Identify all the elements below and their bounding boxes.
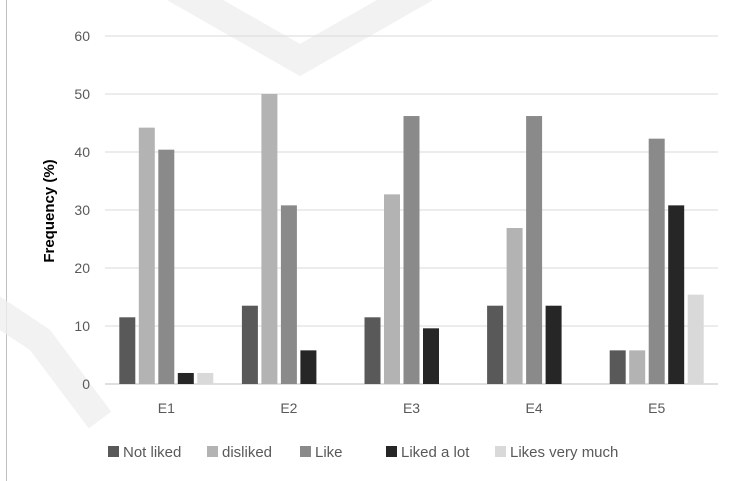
bar <box>403 116 420 384</box>
bar <box>384 194 400 384</box>
legend-label: Liked a lot <box>401 444 470 461</box>
y-tick-label: 10 <box>74 318 90 334</box>
bar <box>197 372 214 384</box>
y-tick-label: 60 <box>74 28 90 44</box>
y-tick-label: 40 <box>74 144 90 160</box>
y-tick-label: 30 <box>74 202 90 218</box>
y-tick-label: 50 <box>74 86 90 102</box>
bar <box>629 350 646 384</box>
bar <box>364 317 381 384</box>
bar <box>687 294 704 384</box>
x-tick-label: E2 <box>280 400 297 416</box>
legend-label: Like <box>315 444 343 461</box>
y-axis-ticks: 0 10 20 30 40 50 60 <box>74 28 90 392</box>
bars <box>119 94 704 384</box>
y-tick-label: 0 <box>82 376 90 392</box>
frame-border <box>6 0 7 481</box>
legend-swatch <box>300 446 311 457</box>
x-tick-label: E1 <box>158 400 175 416</box>
bar <box>158 149 175 384</box>
bar <box>506 227 523 384</box>
bar <box>526 116 543 384</box>
legend: Not liked disliked Like Liked a lot Likes ve… <box>108 444 618 461</box>
bar <box>648 138 665 384</box>
legend-label: Likes very much <box>510 444 618 461</box>
y-tick-label: 20 <box>74 260 90 276</box>
bar <box>668 205 685 384</box>
bar <box>487 305 504 384</box>
legend-swatch <box>207 446 218 457</box>
bar <box>241 305 258 384</box>
x-tick-label: E5 <box>648 400 665 416</box>
bar <box>261 94 278 384</box>
legend-label: disliked <box>222 444 272 461</box>
x-tick-label: E4 <box>526 400 543 416</box>
bar <box>177 372 194 384</box>
bar <box>138 127 155 384</box>
legend-swatch <box>386 446 397 457</box>
bar <box>609 350 626 384</box>
x-axis-ticks: E1 E2 E3 E4 E5 <box>158 400 666 416</box>
y-axis-label: Frequency (%) <box>41 159 58 262</box>
legend-swatch <box>108 446 119 457</box>
bar <box>545 305 562 384</box>
bar <box>280 205 297 384</box>
bar <box>119 317 136 384</box>
legend-swatch <box>495 446 506 457</box>
bar <box>300 350 317 384</box>
x-tick-label: E3 <box>403 400 420 416</box>
bar <box>423 328 439 384</box>
legend-label: Not liked <box>123 444 181 461</box>
